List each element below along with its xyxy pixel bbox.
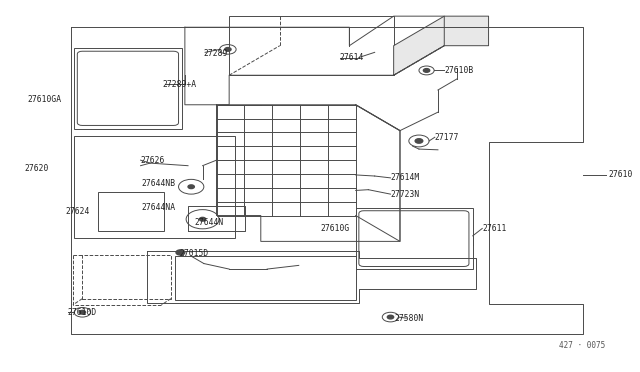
Text: 27611: 27611	[482, 224, 507, 233]
Text: 27015D: 27015D	[180, 249, 209, 258]
Text: 27614M: 27614M	[390, 173, 420, 182]
Circle shape	[424, 68, 429, 72]
Circle shape	[387, 315, 394, 319]
Circle shape	[79, 310, 86, 314]
Text: 27610D: 27610D	[68, 308, 97, 317]
Text: 27624: 27624	[65, 206, 90, 216]
Text: 27614: 27614	[340, 53, 364, 62]
Polygon shape	[394, 16, 488, 75]
Text: 27610GA: 27610GA	[28, 95, 61, 104]
Text: 27620: 27620	[24, 164, 49, 173]
Circle shape	[225, 48, 231, 51]
Bar	[216, 105, 356, 215]
Bar	[356, 208, 473, 269]
Bar	[83, 255, 171, 299]
Text: 27289: 27289	[204, 49, 228, 58]
Text: 27610G: 27610G	[321, 224, 350, 233]
Bar	[74, 48, 182, 129]
Circle shape	[188, 185, 195, 189]
Bar	[74, 136, 236, 238]
Text: 27289+A: 27289+A	[163, 80, 197, 89]
Text: 27723N: 27723N	[390, 190, 420, 199]
Text: 27644NB: 27644NB	[142, 179, 176, 187]
Text: 27644N: 27644N	[195, 218, 223, 227]
Bar	[229, 16, 394, 75]
Text: 27610B: 27610B	[444, 66, 474, 75]
Text: 27626: 27626	[141, 156, 165, 166]
Circle shape	[176, 250, 185, 255]
Circle shape	[200, 217, 205, 221]
Bar	[97, 192, 164, 231]
Text: 427 · 0075: 427 · 0075	[559, 341, 605, 350]
Text: 27610: 27610	[609, 170, 633, 179]
Bar	[175, 256, 356, 300]
Text: 27580N: 27580N	[395, 314, 424, 323]
Text: 27177: 27177	[435, 133, 459, 142]
Text: 27644NA: 27644NA	[142, 203, 176, 212]
Circle shape	[415, 139, 423, 143]
